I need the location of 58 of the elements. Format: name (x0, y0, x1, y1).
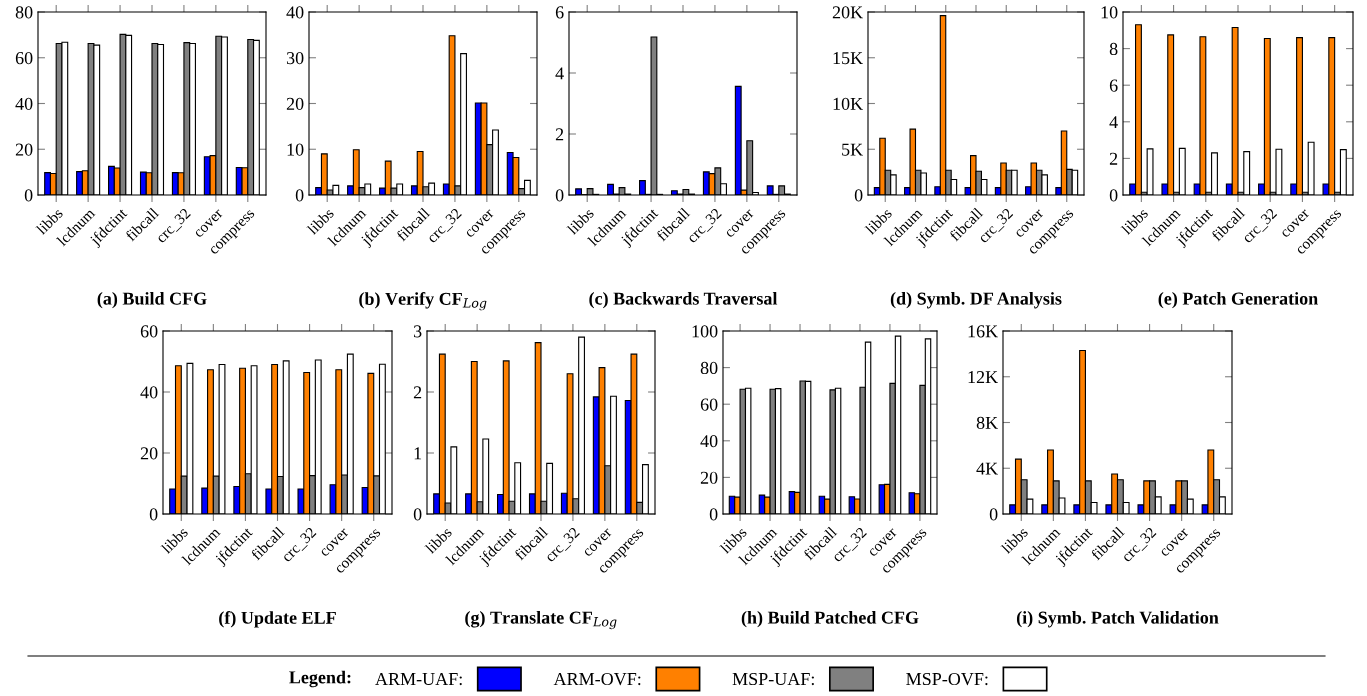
text: (a) Build CFG (97, 291, 207, 309)
y-tick-label: 15K (833, 52, 863, 65)
y-tick-label: 12K (968, 371, 998, 384)
legend-label: ARM-UAF: (375, 672, 462, 686)
y-tick-label: 20 (140, 447, 158, 460)
legend-label: MSP-OVF: (906, 672, 988, 686)
y-tick-label: 0 (295, 189, 304, 202)
text: (f) Update ELF (219, 610, 336, 628)
legend-title: Legend: (289, 670, 351, 688)
text: (e) Patch Generation (1158, 291, 1318, 309)
y-tick-label: 60 (140, 325, 158, 338)
y-tick-label: 0 (854, 189, 863, 202)
y-tick-label: 3 (413, 325, 422, 338)
y-tick-label: 0 (989, 508, 998, 521)
y-tick-label: 2 (555, 128, 564, 141)
y-tick-label: 6 (1109, 79, 1118, 92)
legend-label: MSP-UAF: (732, 672, 814, 686)
text: (g) Translate CF$_{Log}$ (465, 610, 617, 630)
y-tick-label: 20 (286, 97, 304, 110)
y-tick-label: 1 (414, 447, 422, 460)
y-tick-label: 4K (976, 462, 998, 475)
y-tick-label: 0 (149, 508, 158, 521)
y-tick-label: 20K (832, 6, 863, 19)
y-tick-label: 6 (555, 6, 564, 19)
y-tick-label: 10 (287, 143, 304, 156)
y-tick-label: 4 (1109, 116, 1118, 129)
y-tick-label: 60 (15, 52, 33, 65)
y-tick-label: 80 (700, 361, 718, 375)
y-tick-label: 40 (140, 386, 158, 399)
y-tick-label: 0 (555, 189, 564, 202)
y-tick-label: 40 (286, 6, 304, 19)
y-tick-label: 4 (555, 67, 564, 80)
text: (b) Verify CF$_{Log}$ (359, 291, 487, 311)
y-tick-label: 8 (1109, 42, 1118, 56)
y-tick-label: 60 (700, 398, 718, 411)
text: (i) Symb. Patch Validation (1016, 610, 1219, 628)
y-tick-label: 0 (24, 189, 33, 202)
text: (h) Build Patched CFG (741, 610, 919, 628)
y-tick-label: 0 (1109, 189, 1118, 202)
y-tick-label: 10K (833, 97, 863, 110)
y-tick-label: 2 (413, 386, 422, 399)
y-tick-label: 0 (413, 508, 422, 521)
y-tick-label: 16K (968, 325, 998, 338)
y-tick-label: 40 (15, 97, 33, 110)
y-tick-label: 10 (1101, 6, 1118, 19)
y-tick-label: 0 (709, 508, 718, 521)
text: (c) Backwards Traversal (589, 291, 778, 309)
y-tick-label: 80 (15, 6, 33, 19)
legend-label: ARM-OVF: (553, 672, 641, 686)
y-tick-label: 2 (1109, 152, 1118, 165)
y-tick-label: 30 (286, 52, 304, 65)
y-tick-label: 8K (976, 416, 998, 429)
text: (d) Symb. DF Analysis (890, 291, 1062, 309)
y-tick-label: 5K (842, 143, 863, 156)
y-tick-label: 40 (700, 435, 718, 448)
y-tick-label: 20 (15, 143, 33, 156)
y-tick-label: 20 (700, 471, 718, 484)
y-tick-label: 100 (692, 325, 718, 338)
